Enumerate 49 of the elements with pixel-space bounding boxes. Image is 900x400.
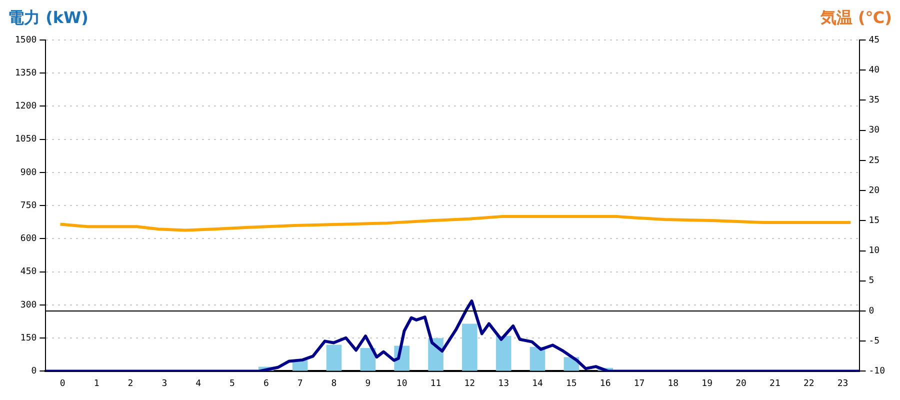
x-tick-label: 10 bbox=[396, 378, 408, 389]
x-tick-label: 0 bbox=[60, 378, 66, 389]
x-tick-label: 4 bbox=[196, 378, 202, 389]
x-tick-label: 15 bbox=[566, 378, 577, 389]
x-tick-label: 13 bbox=[498, 378, 510, 389]
x-tick-label: 23 bbox=[837, 378, 848, 389]
y-tick-label: 1350 bbox=[14, 68, 37, 78]
x-tick-label: 22 bbox=[803, 378, 814, 389]
x-tick-label: 17 bbox=[634, 378, 645, 389]
y-tick-label: 450 bbox=[20, 267, 37, 278]
x-tick-label: 19 bbox=[702, 378, 713, 389]
x-tick-label: 5 bbox=[230, 378, 235, 389]
x-tick-label: 8 bbox=[331, 378, 337, 389]
y2-tick-label: 25 bbox=[868, 156, 880, 166]
x-tick-label: 3 bbox=[162, 378, 168, 389]
y-tick-label: 0 bbox=[31, 366, 37, 377]
x-tick-label: 2 bbox=[128, 378, 134, 389]
y2-tick-label: 15 bbox=[868, 216, 880, 226]
y-tick-label: 1500 bbox=[14, 35, 37, 46]
x-tick-label: 16 bbox=[600, 378, 611, 389]
x-tick-label: 7 bbox=[297, 378, 303, 389]
y2-tick-label: 20 bbox=[868, 186, 880, 196]
y2-tick-label: 35 bbox=[868, 96, 880, 106]
x-tick-label: 12 bbox=[464, 378, 476, 389]
y-tick-label: 900 bbox=[20, 168, 37, 178]
y2-tick-label: 0 bbox=[868, 306, 874, 316]
y2-tick-label: 45 bbox=[868, 35, 880, 46]
y2-tick-label: 30 bbox=[868, 126, 880, 136]
y2-tick-label: 40 bbox=[868, 65, 880, 76]
y-tick-label: 150 bbox=[20, 333, 37, 344]
x-tick-label: 18 bbox=[668, 378, 679, 389]
x-tick-label: 11 bbox=[430, 378, 442, 389]
y-tick-label: 600 bbox=[20, 234, 37, 244]
y-axis-title: 電力 (kW) bbox=[8, 8, 88, 29]
y2-tick-label: -10 bbox=[868, 366, 886, 377]
x-tick-label: 20 bbox=[736, 378, 746, 389]
y2-tick-label: 10 bbox=[868, 246, 880, 256]
y2-tick-label: 5 bbox=[868, 276, 874, 286]
y2-axis-title: 気温 (℃) bbox=[820, 8, 892, 29]
y-tick-label: 1050 bbox=[14, 134, 37, 145]
y-tick-label: 300 bbox=[20, 300, 37, 310]
x-tick-label: 1 bbox=[94, 378, 100, 389]
y2-tick-label: -5 bbox=[868, 336, 880, 346]
x-tick-label: 9 bbox=[365, 378, 371, 389]
x-tick-label: 6 bbox=[263, 378, 269, 389]
y-tick-label: 1200 bbox=[14, 102, 37, 112]
x-tick-label: 14 bbox=[532, 378, 543, 389]
x-tick-label: 21 bbox=[770, 378, 780, 389]
y-tick-label: 750 bbox=[20, 200, 37, 211]
